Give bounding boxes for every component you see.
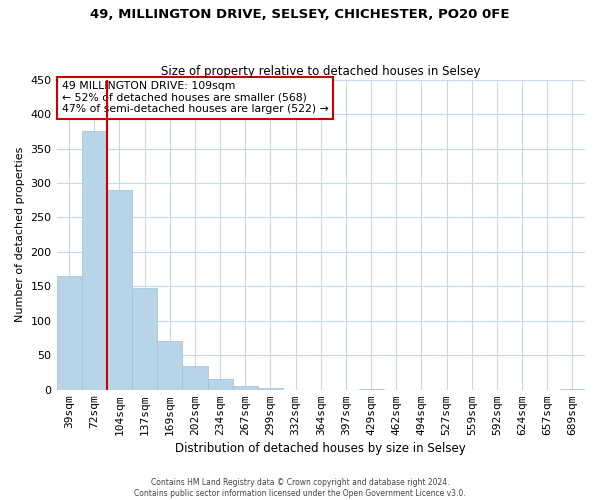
Text: Contains HM Land Registry data © Crown copyright and database right 2024.
Contai: Contains HM Land Registry data © Crown c…: [134, 478, 466, 498]
Title: Size of property relative to detached houses in Selsey: Size of property relative to detached ho…: [161, 66, 481, 78]
Bar: [258, 388, 283, 390]
Bar: [132, 288, 157, 390]
Bar: [182, 366, 208, 390]
Bar: [56, 276, 82, 390]
Bar: [107, 190, 132, 390]
Bar: [560, 389, 585, 390]
Text: 49, MILLINGTON DRIVE, SELSEY, CHICHESTER, PO20 0FE: 49, MILLINGTON DRIVE, SELSEY, CHICHESTER…: [90, 8, 510, 20]
Bar: [233, 386, 258, 390]
X-axis label: Distribution of detached houses by size in Selsey: Distribution of detached houses by size …: [175, 442, 466, 455]
Bar: [208, 380, 233, 390]
Bar: [82, 132, 107, 390]
Text: 49 MILLINGTON DRIVE: 109sqm
← 52% of detached houses are smaller (568)
47% of se: 49 MILLINGTON DRIVE: 109sqm ← 52% of det…: [62, 81, 329, 114]
Bar: [359, 389, 383, 390]
Bar: [157, 342, 182, 390]
Y-axis label: Number of detached properties: Number of detached properties: [15, 147, 25, 322]
